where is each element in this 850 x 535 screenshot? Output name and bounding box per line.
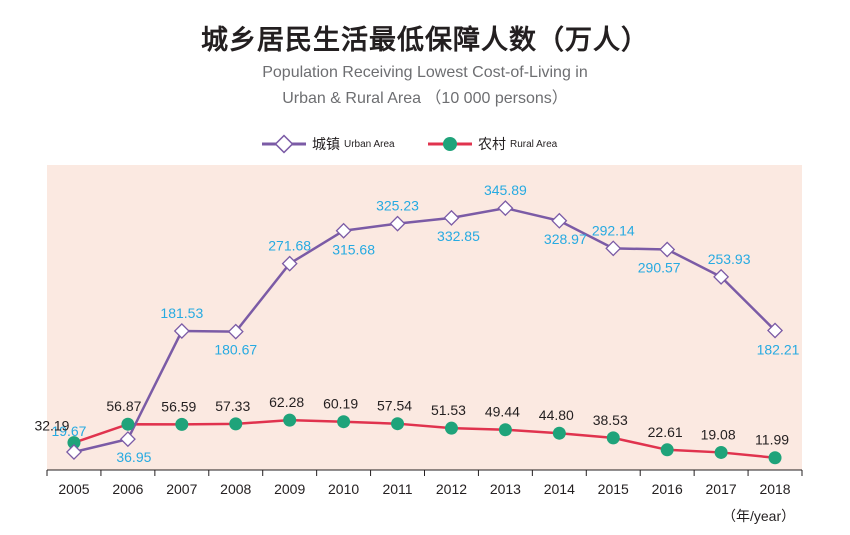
- chart-title: 城乡居民生活最低保障人数（万人）: [201, 25, 649, 56]
- x-tick-label: 2012: [436, 481, 467, 497]
- x-tick-label: 2015: [598, 481, 629, 497]
- data-point-urban: [173, 323, 190, 339]
- data-label-rural: 49.44: [485, 404, 520, 420]
- data-point-rural: [229, 417, 243, 431]
- chart-legend: 城镇 Urban Area 农村 Rural Area: [0, 134, 850, 154]
- x-tick-label: 2017: [706, 481, 737, 497]
- data-point-rural: [444, 421, 458, 435]
- data-label-urban: 253.93: [708, 251, 751, 267]
- data-label-urban: 19.67: [51, 423, 86, 439]
- data-point-urban: [713, 268, 730, 285]
- data-label-urban: 182.21: [757, 341, 800, 357]
- data-label-urban: 181.53: [160, 305, 203, 321]
- data-point-rural: [121, 417, 135, 431]
- data-label-urban: 271.68: [268, 238, 311, 254]
- data-point-urban: [497, 200, 514, 217]
- chart-subtitle-line1: Population Receiving Lowest Cost-of-Livi…: [262, 64, 588, 81]
- data-label-urban: 292.14: [592, 222, 635, 238]
- data-label-rural: 19.08: [701, 426, 736, 442]
- legend-urban-cn: 城镇: [312, 137, 340, 153]
- legend-rural-en: Rural Area: [510, 138, 558, 150]
- data-point-urban: [65, 444, 82, 460]
- data-label-urban: 345.89: [484, 182, 527, 198]
- data-point-rural: [606, 431, 620, 445]
- data-label-rural: 57.54: [377, 398, 412, 414]
- data-label-urban: 180.67: [214, 342, 257, 358]
- x-tick-label: 2018: [759, 481, 790, 497]
- data-point-urban: [281, 255, 298, 272]
- data-label-urban: 325.23: [376, 198, 419, 214]
- data-point-urban: [605, 240, 622, 257]
- chart-subtitle-line2: Urban & Rural Area （10 000 persons）: [282, 90, 568, 107]
- legend-rural-cn: 农村: [478, 137, 506, 153]
- x-tick-label: 2008: [220, 481, 251, 497]
- x-tick-label: 2013: [490, 481, 521, 497]
- data-label-rural: 51.53: [431, 402, 466, 418]
- x-tick-label: 2016: [652, 481, 683, 497]
- x-tick-label: 2011: [382, 481, 412, 497]
- data-point-urban: [767, 322, 784, 339]
- data-point-rural: [498, 423, 512, 437]
- data-point-rural: [391, 417, 405, 431]
- legend-item-rural: 农村 Rural Area: [428, 134, 557, 154]
- data-point-urban: [551, 212, 568, 229]
- data-point-rural: [768, 451, 782, 465]
- data-point-rural: [175, 417, 189, 431]
- x-tick-label: 2014: [544, 481, 575, 497]
- data-point-urban: [389, 215, 406, 232]
- data-point-rural: [660, 443, 674, 457]
- legend-urban-marker: [262, 134, 306, 154]
- series-line-rural: [73, 418, 776, 459]
- x-tick-label: 2010: [328, 481, 359, 497]
- x-tick-label: 2009: [274, 481, 305, 497]
- data-label-rural: 38.53: [593, 412, 628, 428]
- data-label-rural: 57.33: [215, 398, 250, 414]
- data-label-urban: 290.57: [638, 259, 681, 275]
- x-tick-label: 2005: [58, 481, 89, 497]
- plot-area: [47, 165, 802, 470]
- data-label-rural: 44.80: [539, 407, 574, 423]
- data-label-urban: 328.97: [544, 231, 587, 247]
- series-line-urban: [73, 206, 776, 454]
- data-label-urban: 36.95: [116, 449, 151, 465]
- data-point-urban: [227, 323, 244, 340]
- data-point-rural: [714, 445, 728, 459]
- legend-item-urban: 城镇 Urban Area: [262, 134, 395, 154]
- data-label-rural: 22.61: [648, 424, 683, 440]
- data-point-rural: [337, 415, 351, 429]
- data-point-urban: [443, 209, 460, 226]
- data-label-urban: 315.68: [332, 242, 375, 258]
- data-point-urban: [335, 222, 352, 239]
- data-label-urban: 332.85: [437, 228, 480, 244]
- data-point-rural: [67, 436, 81, 450]
- data-label-rural: 60.19: [323, 396, 358, 412]
- data-point-rural: [283, 413, 297, 427]
- data-label-rural: 11.99: [755, 432, 789, 448]
- x-tick-label: 2006: [112, 481, 143, 497]
- legend-rural-marker: [428, 137, 472, 151]
- legend-urban-en: Urban Area: [344, 138, 395, 150]
- x-axis-unit-label: （年/year）: [722, 508, 796, 524]
- data-point-urban: [659, 241, 676, 258]
- data-point-rural: [552, 426, 566, 440]
- data-point-urban: [119, 431, 136, 448]
- data-label-rural: 62.28: [269, 394, 304, 410]
- x-tick-label: 2007: [166, 481, 197, 497]
- data-label-rural: 56.87: [106, 398, 141, 414]
- data-label-rural: 32.19: [34, 418, 69, 434]
- data-label-rural: 56.59: [161, 398, 196, 414]
